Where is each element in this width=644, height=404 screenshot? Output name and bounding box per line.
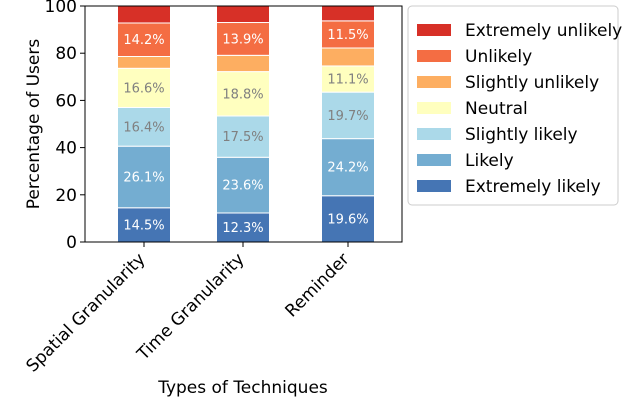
legend-swatch [417, 50, 451, 62]
bar-segment [321, 91, 375, 140]
bar-data-label: 11.1% [327, 73, 368, 88]
legend-swatch [417, 76, 451, 88]
y-tick-label: 40 [55, 139, 77, 159]
y-axis: 0 20 40 60 80 100 [45, 0, 85, 253]
bar-labels-layer: 14.5% 26.1% 16.4% 16.6% 14.2% 12.3% 23.6% 17.5%… [123, 28, 368, 236]
bar-data-label: 13.9% [222, 32, 263, 47]
bar-data-label: 17.5% [222, 130, 263, 145]
legend-entry-label: Slightly likely [465, 125, 578, 145]
y-tick-label: 60 [55, 91, 77, 111]
bar-data-label: 19.6% [327, 212, 368, 227]
bar-segment [216, 71, 270, 117]
legend-entry-label: Likely [465, 151, 514, 171]
bar-segment [321, 65, 375, 93]
legend-entry-label: Slightly unlikely [465, 73, 599, 93]
legend-swatch [417, 180, 451, 192]
legend-frame [407, 5, 619, 206]
bar-data-label: 23.6% [222, 179, 263, 194]
bar-segment [321, 138, 375, 197]
bar-segment [117, 145, 171, 209]
x-tick-label: Time Granularity [133, 249, 249, 365]
bar-data-label: 16.6% [123, 81, 164, 96]
bar-data-label: 16.4% [123, 120, 164, 135]
legend-swatch [417, 154, 451, 166]
bar-data-label: 19.7% [327, 109, 368, 124]
bar-segment [117, 207, 171, 243]
y-tick-label: 100 [45, 0, 77, 17]
legend-entry-label: Extremely likely [465, 177, 601, 197]
legend-entry-label: Extremely unlikely [465, 21, 622, 41]
bar-segment [321, 20, 375, 49]
bar-data-label: 11.5% [327, 28, 368, 43]
y-axis-title: Percentage of Users [24, 39, 44, 210]
bar-segment [117, 56, 171, 69]
bar-data-label: 12.3% [222, 221, 263, 236]
bar-segment [216, 5, 270, 24]
legend-swatch [417, 128, 451, 140]
y-tick-label: 0 [66, 233, 77, 253]
x-tick-label: Reminder [282, 249, 354, 321]
bar-segment [117, 67, 171, 108]
bar-data-label: 14.5% [123, 218, 164, 233]
legend-entry-label: Unlikely [465, 47, 532, 67]
y-tick-label: 20 [55, 186, 77, 206]
bar-segment [216, 54, 270, 73]
bar-segment [117, 5, 171, 24]
bar-data-label: 18.8% [222, 87, 263, 102]
bar-data-label: 26.1% [123, 170, 164, 185]
y-tick-label: 80 [55, 44, 77, 64]
bar-segment [321, 47, 375, 67]
bar-data-label: 14.2% [123, 33, 164, 48]
bar-segment [321, 195, 375, 243]
legend-entry-label: Neutral [465, 99, 528, 119]
legend-swatch [417, 102, 451, 114]
legend-swatch [417, 24, 451, 36]
x-axis-title: Types of Techniques [157, 378, 328, 398]
x-tick-label: Spatial Granularity [23, 249, 150, 376]
bar-data-label: 24.2% [327, 161, 368, 176]
legend: Extremely unlikely Unlikely Slightly unlik… [407, 5, 622, 206]
bars-layer [117, 5, 375, 243]
bar-segment [216, 156, 270, 214]
bar-segment [321, 5, 375, 22]
